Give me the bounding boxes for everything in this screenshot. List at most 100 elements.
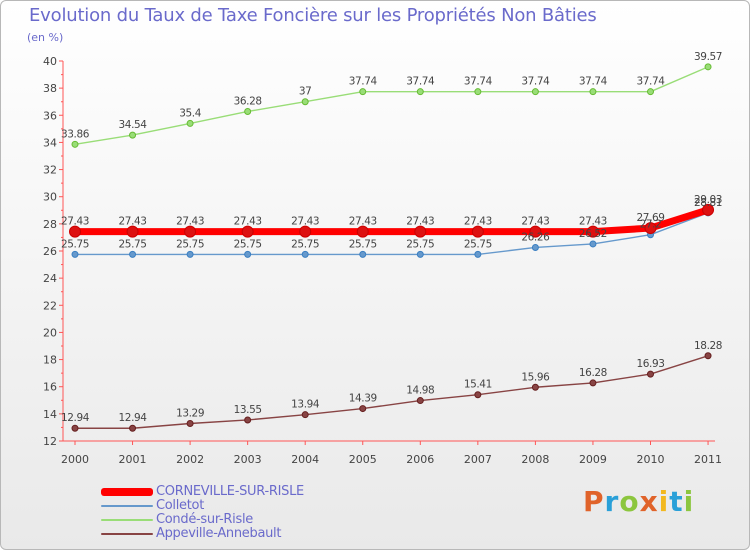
data-point-0 — [644, 222, 657, 235]
x-tick-label: 2000 — [61, 453, 89, 466]
logo-letter: t — [669, 485, 684, 518]
x-tick-label: 2002 — [176, 453, 204, 466]
data-point-3 — [71, 424, 79, 432]
data-point-1 — [531, 243, 539, 251]
data-label-3: 12.94 — [119, 412, 148, 424]
data-point-2 — [647, 88, 654, 96]
legend-item-conde: Condé-sur-Risle — [101, 513, 304, 527]
data-point-2 — [301, 98, 309, 106]
x-tick-label: 2006 — [406, 453, 434, 466]
data-label-0: 27.43 — [61, 216, 89, 228]
data-label-2: 34.54 — [119, 119, 148, 131]
x-tick-label: 2007 — [464, 453, 492, 466]
y-tick-label: 30 — [43, 191, 57, 204]
y-tick-label: 22 — [43, 299, 57, 312]
y-tick-label: 24 — [43, 272, 57, 285]
chart-title: Evolution du Taux de Taxe Foncière sur l… — [29, 5, 597, 26]
data-point-2 — [474, 88, 482, 96]
data-label-0: 27.43 — [291, 216, 319, 228]
data-point-0 — [69, 225, 81, 238]
x-tick-label: 2008 — [521, 453, 549, 466]
data-point-1 — [129, 250, 137, 258]
x-tick-label: 2005 — [349, 453, 377, 466]
legend-label-colletot: Colletot — [156, 498, 205, 513]
y-tick-label: 34 — [43, 136, 57, 149]
legend-swatch-appeville — [101, 533, 153, 535]
data-label-0: 27.43 — [579, 216, 607, 228]
legend-item-colletot: Colletot — [101, 499, 304, 513]
data-label-1: 25.75 — [406, 238, 434, 250]
data-label-2: 37.74 — [579, 76, 608, 88]
data-label-2: 33.86 — [61, 128, 90, 140]
logo-letter: r — [604, 485, 620, 518]
data-label-0: 27.43 — [521, 216, 549, 228]
data-label-0: 27.43 — [234, 216, 262, 228]
data-point-2 — [589, 88, 597, 96]
legend-label-corneville: CORNEVILLE-SUR-RISLE — [156, 484, 304, 499]
data-label-0: 27.43 — [464, 216, 492, 228]
data-label-1: 26.52 — [579, 228, 607, 240]
data-label-3: 13.94 — [291, 399, 320, 411]
data-point-2 — [186, 119, 194, 127]
y-tick-label: 18 — [43, 354, 57, 367]
data-label-3: 13.55 — [234, 404, 262, 416]
data-label-1: 25.75 — [291, 238, 319, 250]
y-tick-label: 28 — [43, 218, 57, 231]
data-point-3 — [186, 419, 194, 427]
y-tick-label: 16 — [43, 381, 57, 394]
series-line-0 — [71, 206, 712, 236]
data-label-1: 26.26 — [521, 231, 550, 243]
data-label-2: 37.74 — [521, 76, 550, 88]
data-label-3: 16.28 — [579, 367, 607, 379]
y-tick-label: 20 — [43, 326, 57, 339]
legend-item-corneville: CORNEVILLE-SUR-RISLE — [101, 485, 304, 499]
legend-label-appeville: Appeville-Annebault — [156, 526, 282, 541]
data-point-0 — [184, 225, 197, 238]
data-label-2: 37.74 — [464, 76, 493, 88]
data-point-3 — [244, 416, 252, 424]
data-point-1 — [301, 250, 309, 258]
series-line-2 — [74, 66, 709, 146]
data-label-0: 29.03 — [694, 194, 722, 206]
data-label-1: 25.75 — [61, 238, 89, 250]
data-point-2 — [416, 88, 424, 96]
legend-item-appeville: Appeville-Annebault — [101, 527, 304, 541]
data-point-2 — [531, 88, 539, 96]
series-line-3 — [74, 355, 709, 429]
data-point-3 — [301, 411, 309, 419]
logo-letter: o — [619, 485, 640, 518]
data-label-3: 15.41 — [464, 379, 492, 391]
data-label-3: 15.96 — [521, 371, 550, 383]
data-point-2 — [71, 140, 79, 148]
data-point-2 — [129, 131, 137, 139]
y-tick-label: 38 — [43, 82, 57, 95]
data-label-0: 27.69 — [636, 212, 664, 224]
data-point-3 — [704, 352, 712, 360]
data-point-2 — [244, 107, 252, 115]
y-tick-label: 32 — [43, 164, 57, 177]
data-label-2: 37.74 — [636, 76, 665, 88]
data-point-1 — [71, 250, 79, 258]
data-point-3 — [647, 370, 654, 378]
data-label-3: 18.28 — [694, 340, 722, 352]
y-tick-label: 40 — [43, 55, 57, 68]
data-label-2: 39.57 — [694, 51, 722, 63]
data-label-2: 36.28 — [234, 95, 262, 107]
data-point-0 — [299, 225, 312, 238]
legend-swatch-conde — [101, 519, 153, 521]
logo-letter: P — [583, 485, 605, 518]
data-label-2: 35.4 — [179, 107, 201, 119]
data-point-2 — [359, 88, 367, 96]
logo-letter: i — [658, 485, 670, 518]
data-label-1: 25.75 — [234, 238, 262, 250]
proxiti-logo: Proxiti — [583, 485, 694, 518]
data-point-3 — [474, 391, 482, 399]
y-tick-label: 26 — [43, 245, 57, 258]
x-tick-label: 2011 — [694, 453, 722, 466]
data-point-3 — [129, 424, 137, 432]
data-label-0: 27.43 — [119, 216, 147, 228]
data-label-3: 12.94 — [61, 412, 90, 424]
data-point-2 — [704, 63, 712, 71]
data-point-0 — [471, 225, 484, 238]
